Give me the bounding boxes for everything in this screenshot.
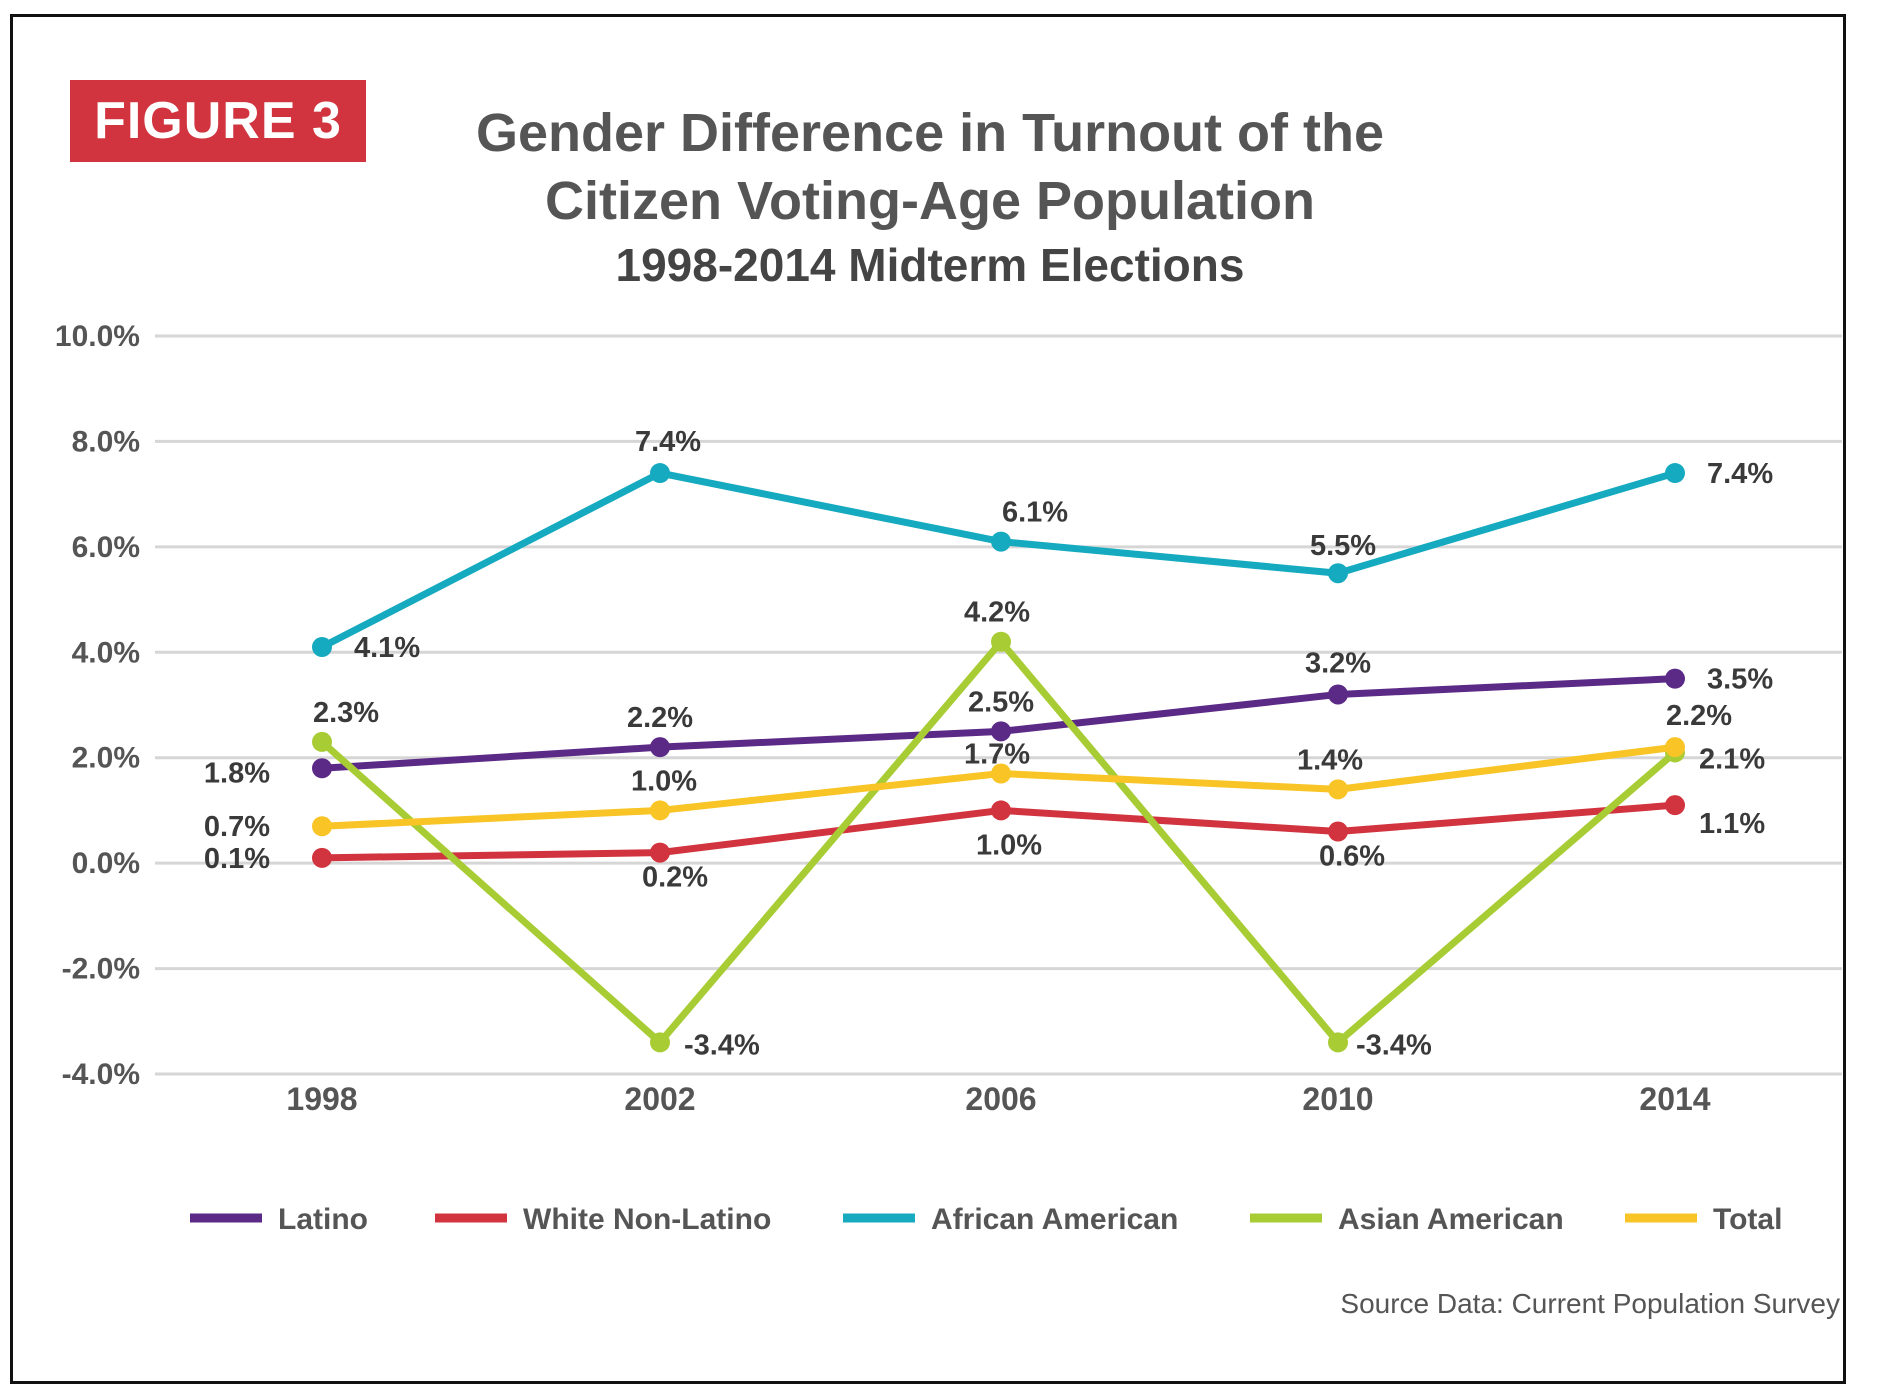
y-tick-label: 8.0% [72,425,140,458]
data-label-latino: 1.8% [204,757,270,789]
data-point-asian-american [312,731,332,752]
data-point-latino [991,721,1011,742]
y-tick-label: -4.0% [62,1058,140,1091]
data-point-latino [1328,684,1348,705]
data-point-white-non-latino [1665,795,1685,816]
data-label-latino: 2.5% [968,686,1034,718]
y-tick-label: -2.0% [62,953,140,986]
data-label-latino: 2.2% [627,702,693,734]
data-label-total: 1.7% [964,739,1030,771]
data-point-white-non-latino [991,800,1011,821]
figure-label: FIGURE 3 [70,80,366,162]
y-tick-label: 4.0% [72,636,140,669]
data-label-african-american: 4.1% [354,632,420,664]
data-label-white-non-latino: 0.6% [1319,841,1385,873]
x-tick-label: 2002 [624,1081,695,1117]
data-point-asian-american [1328,1032,1348,1053]
legend-label-white-non-latino: White Non-Latino [523,1203,771,1236]
data-label-white-non-latino: 1.1% [1699,808,1765,840]
data-label-asian-american: 4.2% [964,597,1030,629]
data-point-african-american [1328,563,1348,584]
data-point-african-american [991,531,1011,552]
chart-title-line-2: Citizen Voting-Age Population [545,171,1315,231]
data-point-latino [650,737,670,758]
y-tick-label: 2.0% [72,742,140,775]
figure-frame [10,14,1846,1384]
data-label-asian-american: 2.1% [1699,743,1765,775]
data-label-white-non-latino: 1.0% [976,829,1042,861]
x-tick-label: 1998 [286,1081,357,1117]
data-point-asian-american [991,631,1011,652]
data-point-total [650,800,670,821]
data-label-asian-american: 2.3% [313,697,379,729]
data-label-latino: 3.5% [1707,664,1773,696]
chart-subtitle: 1998-2014 Midterm Elections [615,239,1245,291]
data-label-white-non-latino: 0.1% [204,843,270,875]
data-point-white-non-latino [312,847,332,868]
data-label-total: 1.4% [1297,744,1363,776]
legend-label-african-american: African American [931,1203,1178,1236]
data-label-total: 0.7% [204,811,270,843]
data-label-latino: 3.2% [1305,647,1371,679]
data-point-white-non-latino [650,842,670,863]
data-label-african-american: 5.5% [1310,530,1376,562]
x-tick-label: 2010 [1302,1081,1373,1117]
data-point-latino [312,758,332,779]
data-label-african-american: 7.4% [1707,458,1773,490]
chart-title-line-1: Gender Difference in Turnout of the [475,103,1385,163]
data-point-african-american [1665,463,1685,484]
data-label-african-american: 7.4% [635,426,701,458]
data-label-white-non-latino: 0.2% [642,862,708,894]
data-point-asian-american [650,1032,670,1053]
y-tick-label: 0.0% [72,847,140,880]
data-label-asian-american: -3.4% [684,1029,760,1061]
data-point-white-non-latino [1328,821,1348,842]
source-note: Source Data: Current Population Survey [1340,1288,1840,1319]
x-tick-label: 2014 [1639,1081,1710,1117]
data-label-total: 2.2% [1666,700,1732,732]
legend-label-asian-american: Asian American [1338,1203,1564,1236]
x-tick-label: 2006 [965,1081,1036,1117]
data-point-african-american [312,637,332,658]
data-point-african-american [650,463,670,484]
data-label-total: 1.0% [631,765,697,797]
y-tick-label: 10.0% [55,320,140,353]
legend-label-latino: Latino [278,1203,368,1236]
data-label-african-american: 6.1% [1002,497,1068,529]
data-point-total [991,763,1011,784]
y-tick-label: 6.0% [72,531,140,564]
legend-label-total: Total [1713,1203,1782,1236]
data-label-asian-american: -3.4% [1356,1029,1432,1061]
data-point-latino [1665,668,1685,689]
data-point-total [1328,779,1348,800]
data-point-total [1665,737,1685,758]
data-point-total [312,816,332,837]
